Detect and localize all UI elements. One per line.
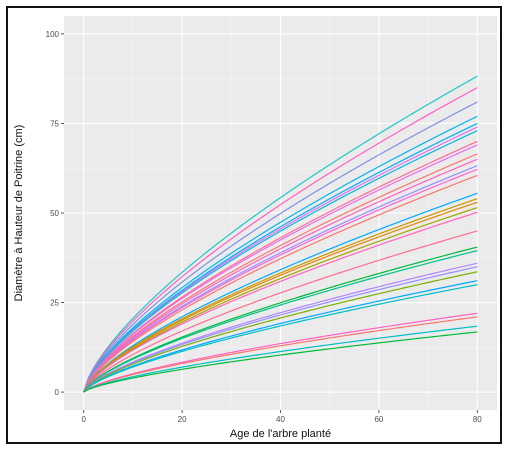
series-line: [83, 115, 478, 393]
x-axis-title: Age de l'arbre planté: [230, 428, 331, 440]
series-line: [83, 262, 478, 393]
series-line: [83, 280, 478, 393]
series-line: [83, 158, 478, 393]
y-axis-ticks: 0 25 50 75 100: [46, 30, 64, 397]
series-line: [83, 168, 478, 393]
series-line: [83, 250, 478, 393]
series-line: [83, 246, 478, 393]
x-axis-ticks: 0 20 40 60 80: [81, 410, 482, 424]
x-tick-label: 60: [374, 415, 383, 424]
series-line: [83, 271, 478, 393]
y-tick-label: 50: [50, 209, 59, 218]
y-tick-label: 0: [55, 388, 60, 397]
series-line: [83, 201, 478, 393]
y-axis-title: Diamètre à Hauteur de Poitrine (cm): [13, 125, 25, 302]
series-line: [83, 312, 478, 393]
series-line: [83, 325, 478, 393]
y-tick-label: 100: [46, 30, 60, 39]
series-line: [83, 230, 478, 393]
series-line: [83, 153, 478, 393]
series-line: [83, 207, 478, 393]
x-tick-label: 80: [473, 415, 482, 424]
series-line: [83, 130, 478, 393]
series-line: [83, 266, 478, 393]
series-line: [83, 316, 478, 393]
x-tick-label: 40: [276, 415, 285, 424]
x-tick-label: 0: [81, 415, 86, 424]
series-line: [83, 165, 478, 393]
series-line: [83, 75, 478, 393]
series-line: [83, 87, 478, 393]
series-line: [83, 101, 478, 393]
series-line: [83, 211, 478, 393]
y-tick-label: 25: [50, 299, 59, 308]
series-lines: [83, 75, 478, 393]
series-line: [83, 284, 478, 393]
y-tick-label: 75: [50, 119, 59, 128]
series-line: [83, 331, 478, 393]
series-line: [83, 198, 478, 393]
x-tick-label: 20: [178, 415, 187, 424]
series-line: [83, 192, 478, 393]
series-line: [83, 126, 478, 393]
series-line: [83, 140, 478, 393]
series-line: [83, 174, 478, 393]
series-line: [83, 122, 478, 393]
series-line: [83, 144, 478, 393]
